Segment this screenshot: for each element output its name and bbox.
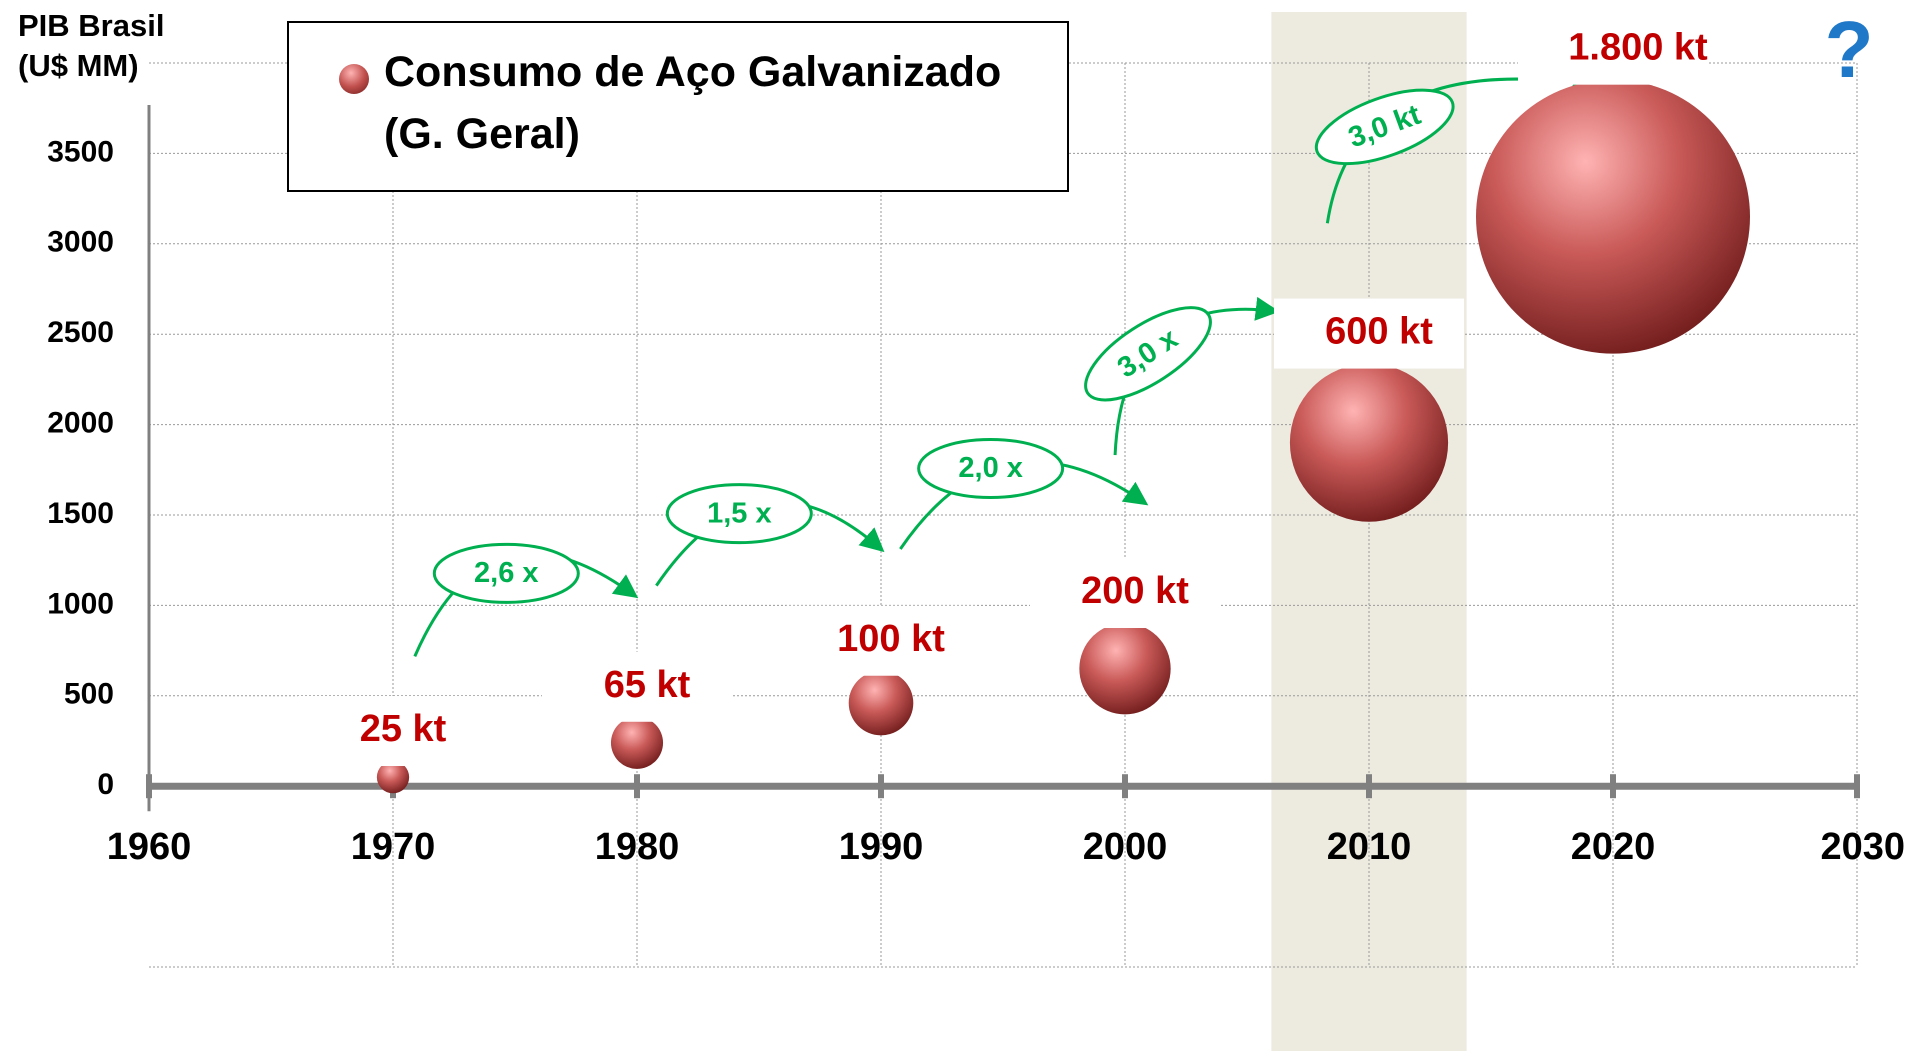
annotation-ellipse xyxy=(665,483,813,545)
x-tick-label: 1980 xyxy=(595,826,680,868)
bubble xyxy=(610,716,664,769)
bubble-label-bg xyxy=(542,651,732,722)
annotation-ellipse xyxy=(917,437,1065,499)
bubble-label-bg xyxy=(298,696,488,767)
x-tick-label: 2030 xyxy=(1820,826,1905,868)
annotation-text: 2,0 x xyxy=(958,452,1023,484)
annotation-ellipse xyxy=(1314,88,1455,166)
y-tick-label: 500 xyxy=(64,678,114,711)
bubble-label: 65 kt xyxy=(604,664,691,706)
x-tick-label: 2010 xyxy=(1327,826,1412,868)
bubble-label: 200 kt xyxy=(1081,570,1189,612)
y-tick-label: 1500 xyxy=(47,497,114,530)
bubble xyxy=(848,670,914,736)
annotation-ellipse xyxy=(432,542,580,604)
y-tick-label: 1000 xyxy=(47,587,114,620)
bubble-label-bg xyxy=(1518,14,1708,85)
y-tick-label: 3000 xyxy=(47,226,114,259)
annotation: 1,5 x xyxy=(665,483,813,545)
annotation-ellipse xyxy=(1084,306,1212,402)
annotation: 2,6 x xyxy=(432,542,580,604)
y-axis-title: PIB Brasil (U$ MM) xyxy=(18,8,165,83)
x-tick-label: 1990 xyxy=(839,826,924,868)
x-tick-label: 2020 xyxy=(1571,826,1656,868)
x-tick-label: 1970 xyxy=(351,826,436,868)
legend-label: Consumo de Aço Galvanizado (G. Geral) xyxy=(384,48,1002,158)
legend-marker xyxy=(339,64,369,94)
bubble xyxy=(376,761,410,794)
bubble-label-bg xyxy=(1030,558,1220,629)
y-tick-label: 3500 xyxy=(47,135,114,168)
annotation: 3,0 x xyxy=(1084,306,1212,402)
bubble-label-bg xyxy=(786,605,976,676)
annotation: 2,0 x xyxy=(917,437,1065,499)
annotation-text: 2,6 x xyxy=(474,557,539,589)
bubble-label-bg xyxy=(1274,298,1464,369)
question-mark: ? xyxy=(1825,5,1874,94)
bubble xyxy=(1476,79,1750,354)
annotation: 3,0 kt xyxy=(1314,88,1455,166)
bubble xyxy=(1079,623,1171,715)
bubble-label: 100 kt xyxy=(837,618,945,660)
bubble xyxy=(1289,363,1449,522)
bubble-label: 1.800 kt xyxy=(1568,27,1708,69)
bubble-label: 600 kt xyxy=(1325,311,1433,353)
y-tick-label: 0 xyxy=(97,768,114,801)
annotation-text: 1,5 x xyxy=(707,497,772,529)
x-tick-label: 2000 xyxy=(1083,826,1168,868)
y-tick-label: 2500 xyxy=(47,316,114,349)
bubble-label: 25 kt xyxy=(360,708,447,750)
legend: Consumo de Aço Galvanizado (G. Geral) xyxy=(287,21,1069,192)
y-tick-label: 2000 xyxy=(47,407,114,440)
x-tick-label: 1960 xyxy=(107,826,192,868)
